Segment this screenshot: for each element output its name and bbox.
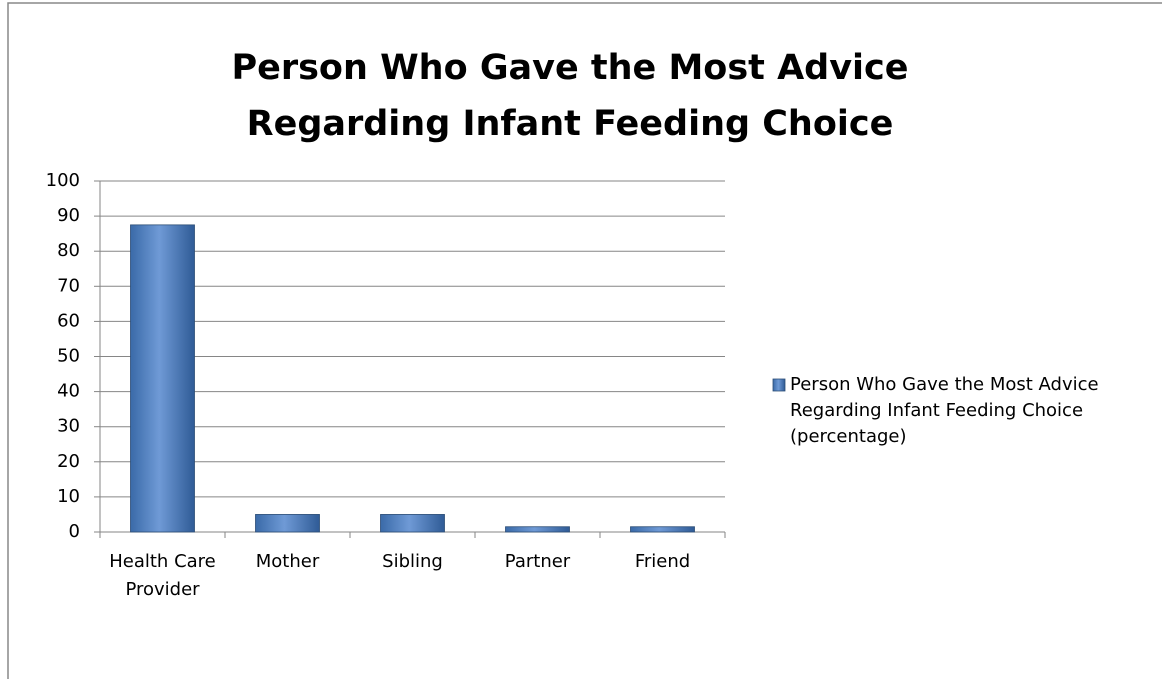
bar <box>130 224 195 533</box>
y-tick-label: 80 <box>57 240 80 261</box>
y-tick-label: 10 <box>57 486 80 507</box>
x-tick-label: Health Care Provider <box>109 551 216 600</box>
y-tick-label: 30 <box>57 416 80 437</box>
x-tick-label: Friend <box>634 551 691 572</box>
y-tick-label: 60 <box>57 310 80 331</box>
bar <box>505 526 570 533</box>
y-tick-label: 90 <box>57 205 80 226</box>
y-tick-label: 70 <box>57 275 80 296</box>
chart-border <box>7 2 1162 679</box>
bar <box>630 526 695 533</box>
legend-swatch <box>772 378 786 392</box>
y-tick-label: 50 <box>57 346 80 367</box>
chart-title: Person Who Gave the Most Advice Regardin… <box>231 48 909 144</box>
x-tick-label: Mother <box>255 551 320 572</box>
y-tick-label: 20 <box>57 451 80 472</box>
y-tick-label: 40 <box>57 381 80 402</box>
x-tick-label: Partner <box>504 551 571 572</box>
bar <box>380 514 445 533</box>
y-tick-label: 0 <box>69 521 80 542</box>
x-tick-label: Sibling <box>382 551 443 572</box>
y-tick-label: 100 <box>46 170 80 191</box>
bar <box>255 514 320 533</box>
legend-label: Person Who Gave the Most Advice Regardin… <box>790 374 1099 447</box>
